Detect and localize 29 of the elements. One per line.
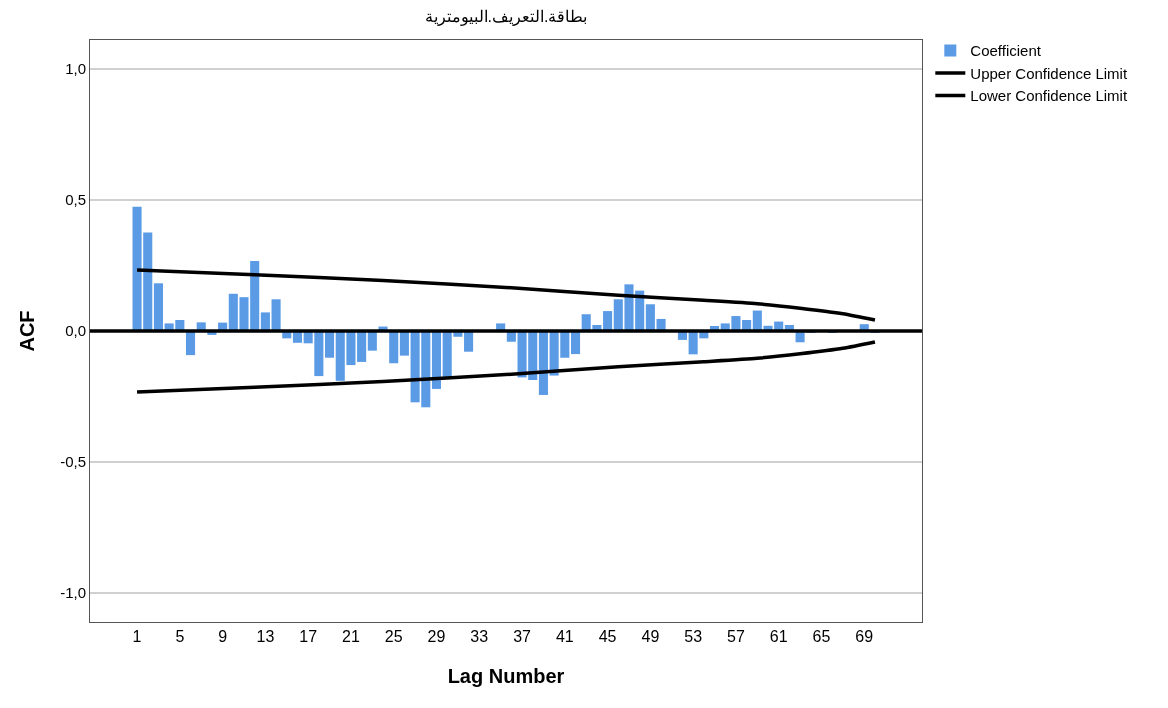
x-tick-label: 53 (684, 628, 703, 646)
legend-label: Upper Confidence Limit (970, 64, 1128, 82)
x-tick-label: 61 (769, 628, 788, 646)
x-tick-label: 29 (427, 628, 446, 646)
x-tick-label: 57 (727, 628, 745, 646)
y-tick-label: 0,0 (65, 322, 86, 340)
chart-title: بطاقة.التعريف.البيومترية (424, 7, 588, 26)
x-tick-label: 1 (132, 628, 142, 646)
x-tick-label: 17 (299, 628, 318, 646)
x-tick-label: 45 (598, 628, 617, 646)
x-tick-label: 49 (641, 628, 660, 646)
legend-label: Coefficient (970, 42, 1042, 60)
y-tick-label: 0,5 (65, 191, 86, 209)
x-tick-label: 9 (218, 628, 228, 646)
y-tick-label: 1,0 (65, 60, 86, 78)
x-tick-label: 25 (384, 628, 403, 646)
x-tick-label: 37 (513, 628, 532, 646)
legend-label: Lower Confidence Limit (970, 87, 1128, 105)
x-tick-label: 33 (470, 628, 489, 646)
x-tick-label: 69 (855, 628, 874, 646)
y-tick-label: -1,0 (60, 584, 86, 602)
x-tick-label: 41 (555, 628, 574, 646)
x-tick-label: 5 (175, 628, 185, 646)
y-tick-label: -0,5 (60, 453, 86, 471)
x-tick-label: 21 (342, 628, 360, 646)
x-tick-label: 65 (812, 628, 831, 646)
x-axis-title: Lag Number (447, 664, 565, 687)
x-tick-label: 13 (256, 628, 275, 646)
y-axis-title: ACF (15, 310, 38, 352)
